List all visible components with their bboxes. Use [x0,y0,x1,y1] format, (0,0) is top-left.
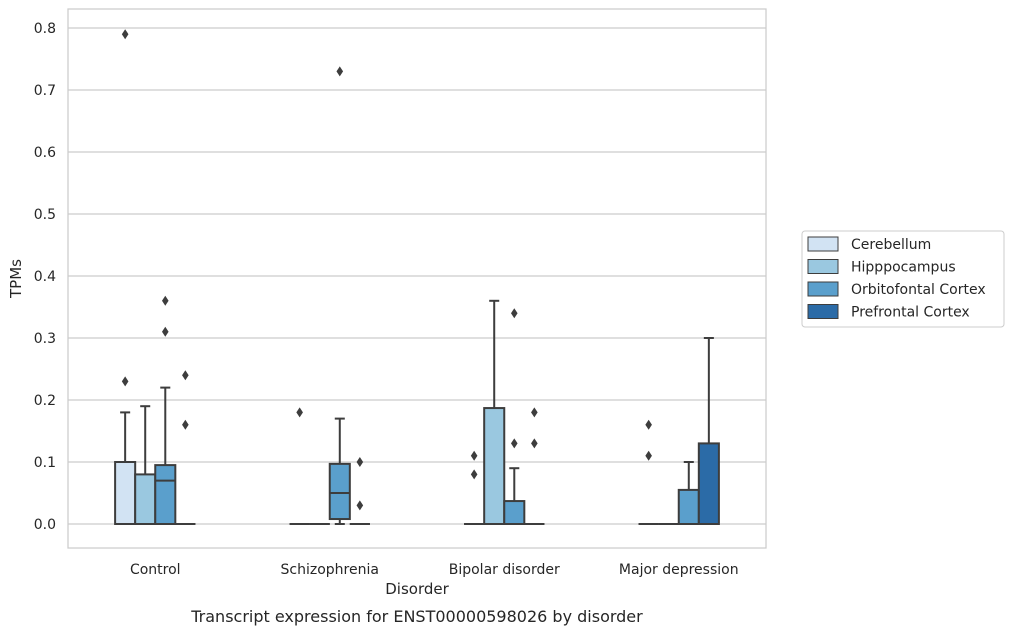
box-group [524,407,545,525]
box-group [677,461,700,525]
outlier-point [470,469,478,480]
legend-frame [801,230,1005,328]
box-body [134,473,157,525]
legend-swatch [807,304,839,319]
x-tick-label: Control [130,562,181,578]
box-group [289,407,310,525]
legend-swatch [807,259,839,274]
outlier-point [182,419,189,430]
y-axis-label: TPMs [7,259,25,299]
y-tick-label: 0.4 [34,269,56,285]
box-group [503,308,526,525]
box-body [697,442,720,525]
legend-swatch [807,236,839,252]
box-group [134,405,157,525]
y-tick-label: 0.1 [34,455,56,471]
outlier-point [336,66,344,77]
box-body [328,462,351,521]
box-group [464,450,485,525]
box-group [154,295,177,526]
boxes [114,29,720,526]
x-axis-label: Disorder [385,580,449,598]
outlier-point [182,370,189,381]
x-tick-label: Major depression [619,562,739,578]
box-body [677,488,700,525]
y-tick-label: 0.6 [34,145,56,161]
box-group [697,337,720,525]
outlier-point [510,308,518,319]
x-tick-label: Bipolar disorder [449,562,560,578]
x-tick-label: Schizophrenia [281,562,379,578]
y-tick-label: 0.5 [34,207,56,223]
legend-label: Cerebellum [851,237,931,253]
legend-label: Orbitofontal Cortex [851,282,986,298]
y-tick-label: 0.8 [34,21,56,37]
outlier-point [645,450,652,461]
box-body [154,464,177,526]
box-group [328,66,351,525]
outlier-point [161,326,169,337]
box-group [349,457,370,525]
box-group [483,299,506,525]
outlier-point [531,438,538,449]
outlier-point [296,407,303,418]
plot-frame [67,8,767,549]
outlier-point [531,407,538,418]
legend: Cerebellum Hipppocampus Orbitofontal Corte… [801,230,1005,328]
outlier-point [356,457,364,467]
outlier-point [161,295,169,306]
chart-caption: Transcript expression for ENST0000059802… [190,607,643,626]
legend-swatch [807,281,839,297]
box-group [114,29,137,525]
x-tick-labels: Control Schizophrenia Bipolar disorder Majo… [130,562,739,578]
y-tick-labels: 0.0 0.1 0.2 0.3 0.4 0.5 0.6 0.7 0.8 [34,21,56,533]
outlier-point [356,500,364,511]
box-body [483,407,506,525]
box-group [175,370,196,525]
outlier-point [121,376,129,387]
y-tick-label: 0.3 [34,331,56,347]
outlier-point [470,450,478,461]
legend-label: Hipppocampus [851,260,956,276]
legend-label: Prefrontal Cortex [851,305,970,321]
box-body [503,500,526,525]
outlier-point [510,438,518,449]
gridlines [68,27,766,525]
y-tick-label: 0.7 [34,83,56,99]
outlier-point [121,29,129,40]
y-tick-label: 0.0 [34,517,56,533]
box-group [638,419,659,525]
y-tick-label: 0.2 [34,393,56,409]
outlier-point [645,419,652,430]
box-body [114,461,137,525]
